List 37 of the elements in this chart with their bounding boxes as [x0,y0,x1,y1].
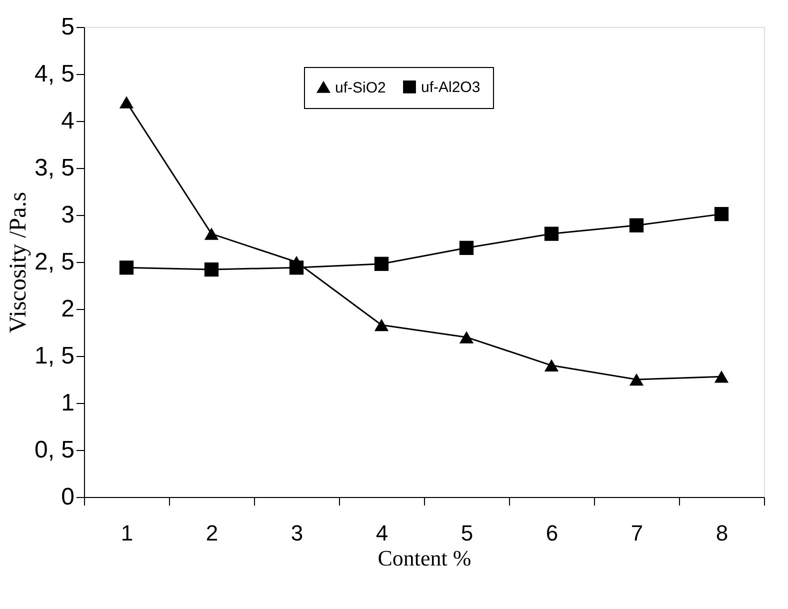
point [714,370,729,383]
y-tick-label: 0, 5 [34,436,74,464]
y-tick-label: 4 [61,108,74,134]
y-tick-label: 4, 5 [34,60,74,88]
y-tick-label: 3, 5 [34,154,74,182]
x-tick-label: 6 [546,520,558,546]
y-tick-label: 0 [61,484,74,510]
y-tick-label: 2, 5 [34,248,74,276]
legend-label: uf-SiO2 [335,79,386,96]
y-tick-label: 5 [61,14,74,40]
y-tick-label: 1 [61,390,74,416]
point [204,228,219,240]
x-tick-label: 4 [376,520,388,546]
x-tick-label: 7 [630,520,644,546]
point [204,262,219,277]
point [629,218,644,232]
y-tick-label: 3 [61,202,74,228]
y-axis-title: Viscosity /Pa.s [5,192,32,334]
x-tick-label: 5 [460,520,474,546]
x-tick-label: 2 [206,520,218,546]
point [544,226,559,241]
point [459,240,474,255]
point [544,359,559,372]
y-tick-label: 2 [61,296,74,322]
point [714,206,729,222]
point [119,260,134,275]
point [459,331,474,344]
point [119,96,134,108]
point [629,373,644,386]
point [374,256,389,271]
y-tick-label: 1, 5 [34,342,74,370]
x-tick-label: 1 [120,520,134,546]
x-tick-label: 3 [290,520,304,546]
x-tick-label: 8 [716,520,728,546]
legend-label: uf-Al2O3 [421,78,480,96]
x-axis-title: Content % [378,546,472,570]
point [374,318,389,332]
